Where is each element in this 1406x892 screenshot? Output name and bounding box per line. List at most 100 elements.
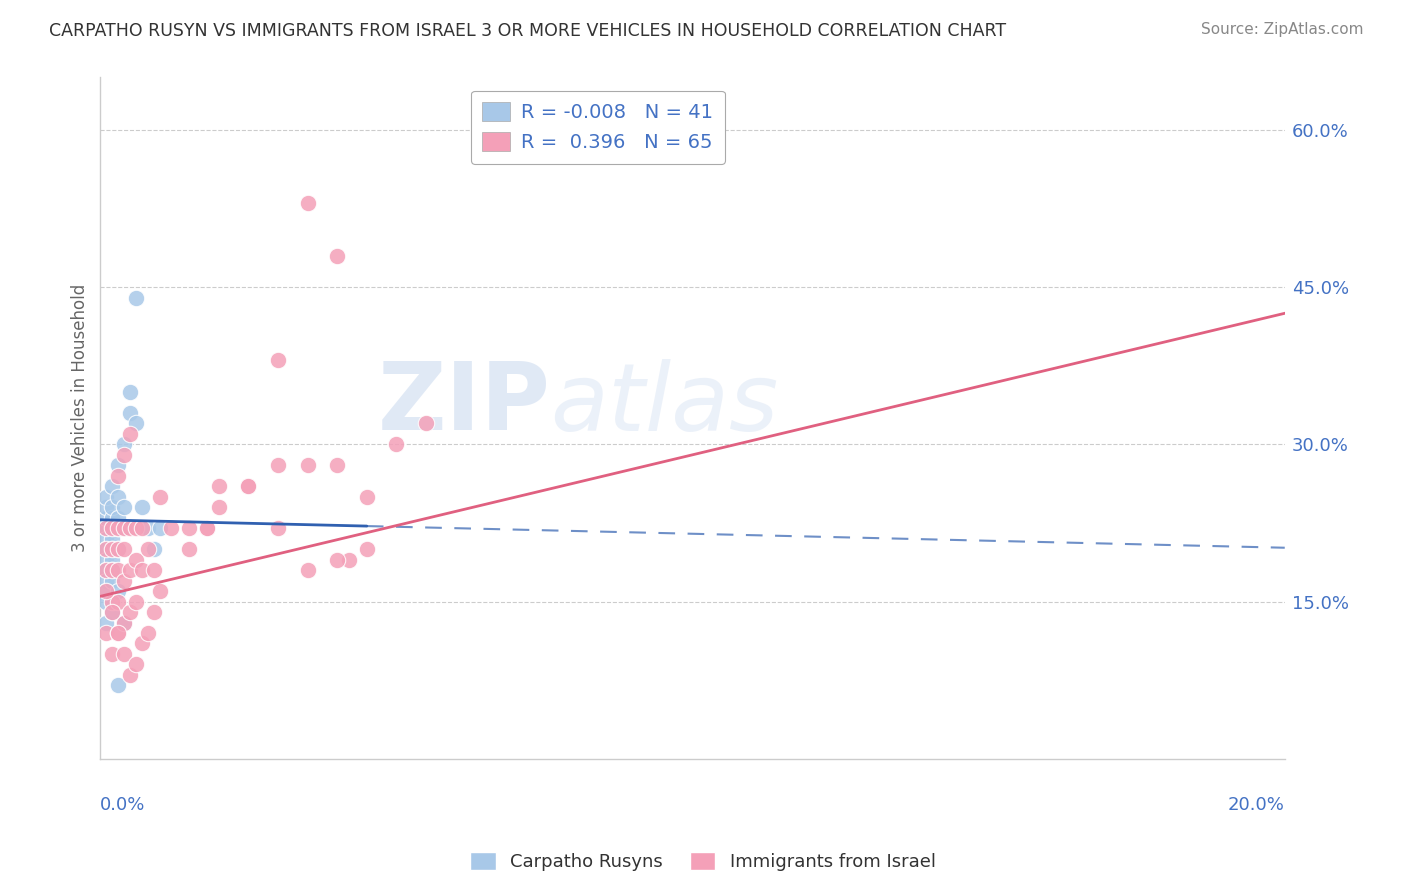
Point — [267, 353, 290, 368]
Point — [208, 500, 231, 515]
Text: atlas: atlas — [550, 359, 779, 450]
Point — [107, 678, 129, 692]
Point — [107, 626, 129, 640]
Point — [112, 521, 135, 535]
Point — [142, 542, 165, 557]
Point — [125, 594, 148, 608]
Point — [297, 458, 319, 473]
Point — [96, 521, 118, 535]
Point — [112, 448, 135, 462]
Point — [267, 521, 290, 535]
Point — [112, 542, 135, 557]
Point — [96, 542, 118, 557]
Point — [179, 521, 201, 535]
Point — [101, 542, 124, 557]
Point — [107, 542, 129, 557]
Point — [136, 542, 159, 557]
Point — [101, 521, 124, 535]
Point — [131, 563, 153, 577]
Y-axis label: 3 or more Vehicles in Household: 3 or more Vehicles in Household — [72, 284, 89, 552]
Point — [107, 594, 129, 608]
Point — [107, 521, 129, 535]
Point — [125, 417, 148, 431]
Point — [101, 521, 124, 535]
Point — [96, 532, 118, 546]
Point — [96, 584, 118, 599]
Point — [112, 437, 135, 451]
Point — [118, 563, 141, 577]
Point — [96, 500, 118, 515]
Point — [107, 458, 129, 473]
Point — [142, 563, 165, 577]
Point — [101, 532, 124, 546]
Legend: R = -0.008   N = 41, R =  0.396   N = 65: R = -0.008 N = 41, R = 0.396 N = 65 — [471, 91, 725, 163]
Point — [96, 552, 118, 566]
Point — [101, 479, 124, 493]
Point — [101, 542, 124, 557]
Point — [107, 542, 129, 557]
Point — [107, 521, 129, 535]
Point — [131, 521, 153, 535]
Point — [267, 458, 290, 473]
Point — [125, 552, 148, 566]
Point — [101, 605, 124, 619]
Point — [131, 500, 153, 515]
Point — [415, 417, 437, 431]
Point — [96, 542, 118, 557]
Point — [101, 552, 124, 566]
Point — [125, 291, 148, 305]
Point — [179, 542, 201, 557]
Point — [148, 521, 170, 535]
Point — [118, 426, 141, 441]
Point — [118, 406, 141, 420]
Point — [142, 605, 165, 619]
Point — [208, 479, 231, 493]
Point — [326, 552, 349, 566]
Point — [118, 668, 141, 682]
Point — [337, 552, 360, 566]
Point — [96, 626, 118, 640]
Point — [107, 563, 129, 577]
Point — [136, 521, 159, 535]
Point — [125, 521, 148, 535]
Text: 20.0%: 20.0% — [1227, 797, 1285, 814]
Point — [101, 574, 124, 588]
Point — [101, 500, 124, 515]
Point — [96, 574, 118, 588]
Point — [118, 384, 141, 399]
Point — [238, 479, 260, 493]
Point — [297, 563, 319, 577]
Text: CARPATHO RUSYN VS IMMIGRANTS FROM ISRAEL 3 OR MORE VEHICLES IN HOUSEHOLD CORRELA: CARPATHO RUSYN VS IMMIGRANTS FROM ISRAEL… — [49, 22, 1007, 40]
Point — [297, 196, 319, 211]
Point — [195, 521, 218, 535]
Point — [96, 615, 118, 630]
Point — [101, 594, 124, 608]
Point — [96, 584, 118, 599]
Point — [238, 479, 260, 493]
Point — [385, 437, 408, 451]
Point — [107, 626, 129, 640]
Point — [160, 521, 183, 535]
Text: 0.0%: 0.0% — [100, 797, 146, 814]
Point — [107, 468, 129, 483]
Point — [107, 510, 129, 524]
Point — [107, 584, 129, 599]
Point — [326, 458, 349, 473]
Point — [118, 521, 141, 535]
Point — [326, 249, 349, 263]
Point — [96, 594, 118, 608]
Point — [136, 626, 159, 640]
Point — [107, 490, 129, 504]
Point — [96, 521, 118, 535]
Point — [96, 490, 118, 504]
Point — [125, 657, 148, 672]
Point — [131, 636, 153, 650]
Point — [112, 574, 135, 588]
Point — [356, 490, 378, 504]
Text: Source: ZipAtlas.com: Source: ZipAtlas.com — [1201, 22, 1364, 37]
Point — [101, 563, 124, 577]
Legend: Carpatho Rusyns, Immigrants from Israel: Carpatho Rusyns, Immigrants from Israel — [463, 846, 943, 879]
Point — [101, 605, 124, 619]
Point — [112, 615, 135, 630]
Point — [356, 542, 378, 557]
